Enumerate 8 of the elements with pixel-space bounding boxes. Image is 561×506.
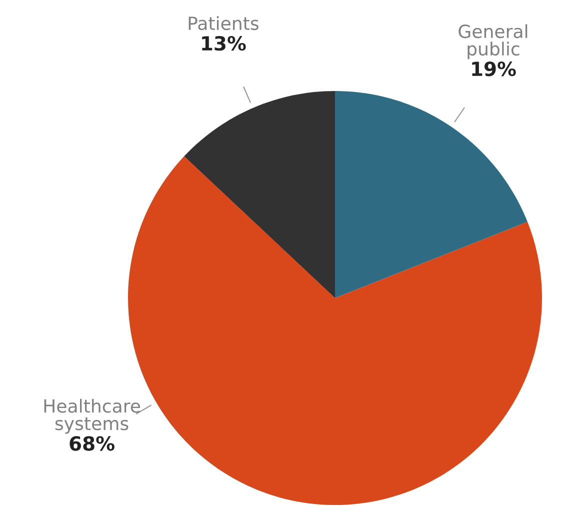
data-label: 19% <box>472 62 516 76</box>
pie-slice <box>335 91 528 298</box>
data-label: 68% <box>70 436 114 451</box>
pie-slice <box>184 91 335 298</box>
slice-label: Healthcare systems <box>44 398 140 434</box>
data-label: 13% <box>202 36 246 51</box>
slice-label: General public <box>458 24 528 60</box>
slice-label: Patients <box>188 16 258 30</box>
